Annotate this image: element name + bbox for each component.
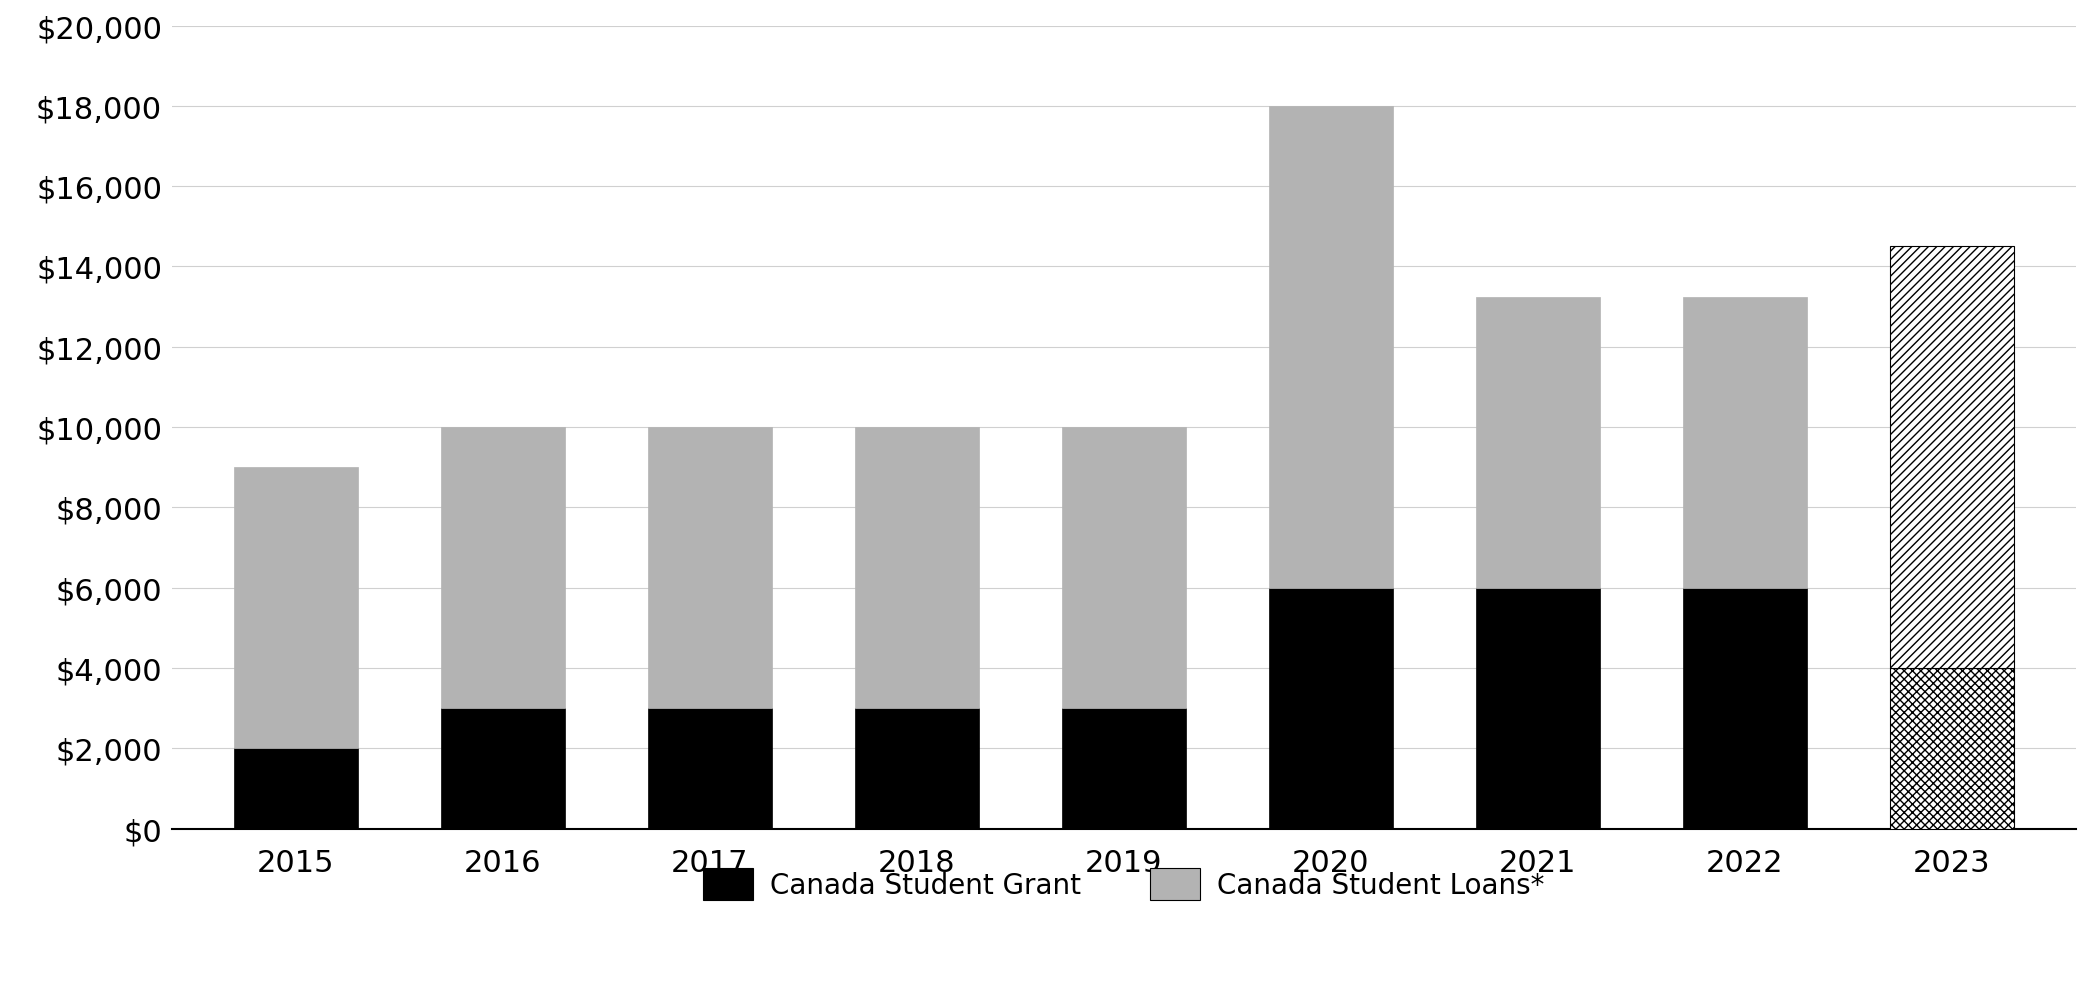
Bar [1476, 297, 1600, 588]
Bar [1062, 427, 1186, 708]
Bar [441, 427, 565, 708]
Bar [855, 427, 979, 708]
Bar [1683, 588, 1807, 828]
Bar [234, 748, 358, 828]
Bar [1476, 588, 1600, 828]
Bar [234, 467, 358, 748]
Bar [855, 708, 979, 828]
Bar [1683, 297, 1807, 588]
Bar [441, 708, 565, 828]
Legend: Canada Student Grant, Canada Student Loans*: Canada Student Grant, Canada Student Loa… [692, 858, 1556, 912]
Bar [648, 427, 772, 708]
Bar [1890, 668, 2014, 828]
Bar [1269, 588, 1393, 828]
Bar [648, 708, 772, 828]
Bar [1890, 247, 2014, 668]
Bar [1062, 708, 1186, 828]
Bar [1269, 106, 1393, 588]
